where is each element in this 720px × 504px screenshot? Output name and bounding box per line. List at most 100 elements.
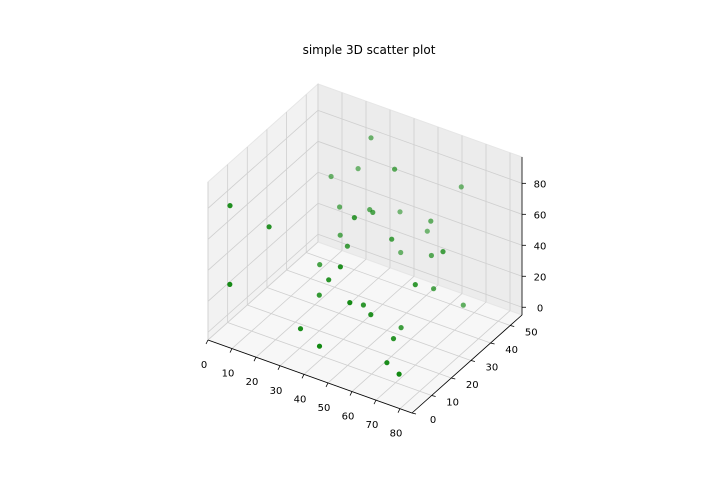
x-tick: [349, 391, 353, 396]
data-point: [397, 209, 403, 215]
x-tick-label: 0: [201, 360, 207, 371]
gridline-z-back: [317, 109, 523, 184]
gridline-z-left: [207, 233, 319, 333]
x-tick-label: 10: [222, 369, 235, 380]
y-tick-label: 10: [446, 398, 459, 409]
x-tick-label: 60: [342, 412, 355, 423]
x-tick: [277, 365, 281, 370]
x-tick: [205, 339, 209, 345]
gridline-x-floor: [351, 293, 463, 392]
data-point: [458, 184, 464, 190]
data-point: [460, 302, 466, 308]
y-tick-label: 20: [466, 380, 479, 391]
z-tick-label: 60: [534, 210, 547, 221]
y-tick-label: 40: [505, 345, 518, 356]
tick-marks: [205, 182, 526, 415]
y-tick: [490, 342, 495, 345]
x-tick: [397, 408, 401, 413]
y-tick: [411, 412, 417, 415]
x-tick-label: 40: [294, 394, 307, 405]
x-tick: [325, 382, 329, 388]
x-tick-label: 50: [318, 403, 331, 414]
axes-panes: [207, 82, 523, 414]
x-axis-line: [207, 339, 413, 414]
data-point: [428, 218, 434, 224]
data-point: [431, 286, 437, 292]
data-point: [368, 135, 374, 141]
data-point: [360, 302, 366, 308]
gridline-x-floor: [279, 267, 391, 367]
x-tick-label: 80: [390, 429, 403, 440]
gridline-y-floor: [227, 322, 432, 396]
data-point: [337, 204, 343, 210]
data-point: [316, 343, 323, 349]
data-point: [440, 249, 446, 255]
y-tick: [510, 325, 515, 327]
data-point: [328, 173, 334, 180]
gridline-x-floor: [303, 276, 415, 375]
data-point: [424, 228, 430, 234]
z-tick-label: 40: [534, 241, 547, 252]
data-point: [390, 336, 397, 342]
gridline-x-floor: [207, 241, 319, 341]
gridline-x-floor: [231, 250, 343, 349]
chart-title: simple 3D scatter plot: [303, 43, 436, 57]
data-point: [355, 166, 361, 172]
data-point: [428, 252, 434, 259]
data-point: [368, 312, 374, 318]
y-tick-label: 0: [430, 415, 436, 426]
data-point: [398, 325, 404, 331]
x-tick: [373, 399, 377, 405]
gridline-z-back: [317, 140, 523, 215]
data-point: [384, 360, 390, 366]
y-tick-label: 30: [486, 363, 499, 374]
gridline-y-floor: [266, 287, 472, 361]
y-tick: [470, 360, 476, 362]
y-axis-line: [411, 314, 523, 414]
data-point: [398, 249, 404, 256]
y-tick: [451, 377, 456, 380]
gridline-z-back: [317, 233, 523, 308]
x-tick-label: 70: [366, 420, 379, 431]
data-point: [337, 232, 343, 238]
x-tick: [253, 356, 257, 362]
gridline-z-left: [207, 171, 319, 271]
gridline-x-floor: [375, 301, 487, 401]
gridline-y-floor: [247, 304, 452, 379]
data-point: [392, 166, 398, 172]
data-point: [370, 209, 376, 215]
gridlines: [207, 84, 523, 414]
data-point: [316, 292, 322, 298]
data-point: [266, 224, 272, 230]
data-point: [317, 262, 323, 268]
gridline-z-back: [317, 171, 523, 246]
data-point: [326, 277, 332, 283]
gridline-z-back: [317, 202, 523, 277]
z-tick-label: 20: [534, 272, 547, 283]
data-point: [347, 300, 353, 306]
gridline-z-left: [207, 110, 319, 209]
gridline-z-left: [207, 202, 319, 302]
gridline-x-floor: [399, 310, 511, 410]
data-point: [344, 243, 350, 249]
data-point: [389, 236, 395, 242]
x-tick: [301, 374, 305, 379]
gridline-z-left: [207, 141, 319, 240]
gridline-y-floor: [286, 269, 491, 344]
gridline-x-floor: [327, 284, 439, 384]
x-tick: [229, 348, 233, 353]
gridline-x-floor: [255, 258, 367, 358]
y-tick-label: 50: [525, 328, 538, 339]
data-point: [412, 282, 418, 288]
data-point: [351, 215, 357, 221]
tick-labels: 0 10 20 30 40 50 60 70 80 0 10 20 30 40 50 0 20 40 60 80: [201, 179, 547, 439]
data-points: [227, 135, 466, 377]
z-tick-label: 80: [534, 179, 547, 190]
data-point: [227, 281, 233, 287]
y-tick: [431, 395, 436, 397]
data-point: [337, 264, 343, 270]
data-point: [297, 326, 304, 332]
data-point: [227, 203, 233, 209]
data-point: [396, 371, 402, 377]
